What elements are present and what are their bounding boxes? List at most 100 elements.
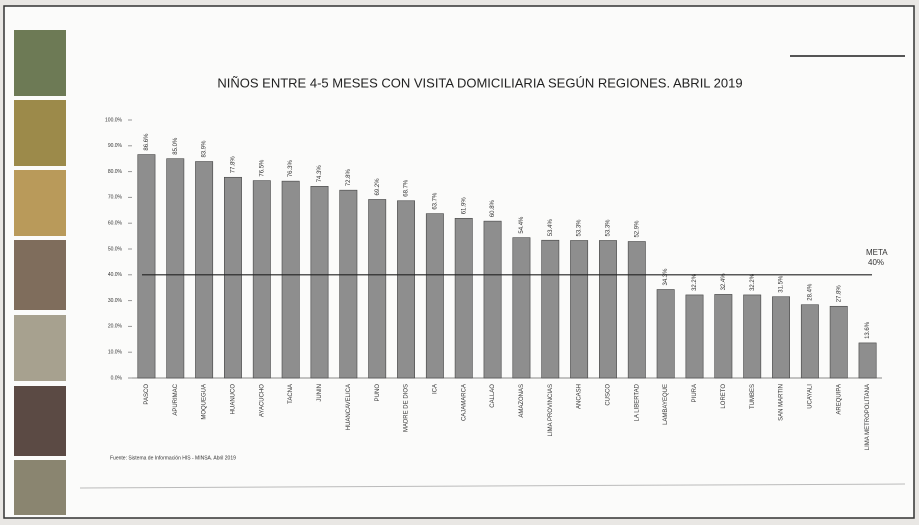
value-label: 32.2% bbox=[750, 273, 756, 291]
photo bbox=[14, 315, 66, 381]
value-label: 72.8% bbox=[346, 168, 352, 186]
x-tick-label: UCAYALI bbox=[807, 384, 813, 409]
value-label: 76.5% bbox=[259, 159, 265, 177]
value-label: 34.3% bbox=[663, 268, 669, 286]
value-label: 77.8% bbox=[231, 156, 237, 174]
x-tick-label: HUANUCO bbox=[231, 384, 237, 415]
y-tick-label: 20.0% bbox=[108, 324, 123, 330]
value-label: 28.4% bbox=[807, 283, 813, 301]
bar bbox=[829, 305, 848, 379]
bar bbox=[224, 176, 242, 379]
y-tick-label: 100.0% bbox=[105, 117, 123, 123]
x-tick-label: HUANCAVELICA bbox=[346, 384, 352, 430]
bar bbox=[368, 199, 387, 379]
y-tick-label: 40.0% bbox=[108, 272, 123, 278]
y-tick-label: 90.0% bbox=[108, 143, 123, 149]
x-tick-label: LORETO bbox=[721, 384, 727, 409]
x-tick-label: AREQUIPA bbox=[836, 384, 842, 415]
bar bbox=[685, 294, 704, 379]
value-label: 13.6% bbox=[865, 321, 871, 339]
x-tick-label: ANCASH bbox=[577, 384, 583, 409]
x-tick-label: CUSCO bbox=[606, 384, 612, 406]
y-tick-label: 70.0% bbox=[108, 195, 123, 201]
bar bbox=[541, 239, 560, 379]
x-tick-label: PIURA bbox=[692, 384, 698, 402]
bar bbox=[714, 294, 733, 379]
chart-title: NIÑOS ENTRE 4-5 MESES CON VISITA DOMICIL… bbox=[217, 75, 742, 90]
x-tick-label: APURIMAC bbox=[173, 383, 179, 415]
bar bbox=[858, 342, 877, 379]
photo bbox=[14, 170, 66, 236]
value-label: 86.6% bbox=[144, 133, 150, 151]
x-tick-label: SAN MARTIN bbox=[779, 384, 785, 421]
value-label: 76.3% bbox=[288, 159, 294, 177]
bar bbox=[137, 154, 156, 379]
x-tick-label: ICA bbox=[432, 384, 438, 394]
x-tick-label: MADRE DE DIOS bbox=[404, 384, 410, 432]
bar bbox=[281, 180, 300, 379]
bar bbox=[310, 186, 329, 379]
bar bbox=[800, 304, 819, 379]
value-label: 60.8% bbox=[490, 199, 496, 217]
value-label: 63.7% bbox=[432, 192, 438, 210]
x-tick-label: PUNO bbox=[375, 384, 381, 402]
photo-strip bbox=[14, 30, 66, 515]
value-label: 53.3% bbox=[606, 219, 612, 237]
bar bbox=[166, 158, 185, 379]
bar bbox=[512, 237, 531, 379]
value-label: 83.9% bbox=[202, 140, 208, 158]
y-tick-label: 10.0% bbox=[108, 350, 123, 356]
photo bbox=[14, 240, 66, 310]
bar bbox=[483, 220, 502, 379]
bar bbox=[570, 240, 589, 379]
bar bbox=[772, 296, 790, 379]
bar bbox=[454, 217, 473, 379]
bar bbox=[397, 200, 415, 379]
y-tick-label: 30.0% bbox=[108, 298, 123, 304]
y-tick-label: 80.0% bbox=[108, 169, 123, 175]
value-label: 69.2% bbox=[375, 178, 381, 196]
value-label: 68.7% bbox=[404, 179, 410, 197]
photo bbox=[14, 30, 66, 96]
x-tick-label: CALLAO bbox=[490, 384, 496, 408]
bar bbox=[656, 289, 675, 379]
bar bbox=[743, 294, 762, 379]
bar bbox=[339, 189, 358, 379]
y-tick-label: 0.0% bbox=[111, 375, 123, 381]
photo bbox=[14, 100, 66, 166]
meta-label: META bbox=[866, 248, 888, 257]
photo bbox=[14, 386, 66, 456]
value-label: 27.8% bbox=[836, 285, 842, 303]
x-tick-label: AYACUCHO bbox=[259, 384, 265, 417]
photo bbox=[14, 460, 66, 515]
y-tick-label: 60.0% bbox=[108, 221, 123, 227]
x-tick-label: CAJAMARCA bbox=[461, 384, 467, 421]
value-label: 53.4% bbox=[548, 219, 554, 237]
meta-value: 40% bbox=[868, 258, 884, 267]
bar bbox=[599, 240, 617, 379]
x-tick-label: MOQUEGUA bbox=[202, 384, 208, 420]
bar bbox=[627, 241, 646, 379]
value-label: 61.9% bbox=[461, 197, 467, 215]
value-label: 54.4% bbox=[519, 216, 525, 234]
value-label: 85.0% bbox=[173, 137, 179, 155]
value-label: 32.2% bbox=[692, 273, 698, 291]
source: Fuente: Sistema de Información HIS - MIN… bbox=[110, 455, 236, 461]
value-label: 52.9% bbox=[634, 220, 640, 238]
bar bbox=[195, 161, 214, 379]
value-label: 53.3% bbox=[577, 219, 583, 237]
x-tick-label: JUNIN bbox=[317, 384, 323, 402]
bar bbox=[425, 213, 444, 379]
x-tick-label: LA LIBERTAD bbox=[634, 383, 640, 421]
value-label: 74.3% bbox=[317, 165, 323, 183]
x-tick-label: TACNA bbox=[288, 384, 294, 404]
decor-line bbox=[79, 483, 906, 489]
value-label: 32.4% bbox=[721, 273, 727, 291]
value-label: 31.5% bbox=[779, 275, 785, 293]
x-tick-label: LAMBAYEQUE bbox=[663, 384, 669, 425]
x-tick-label: AMAZONAS bbox=[519, 384, 525, 418]
bar bbox=[252, 180, 271, 379]
y-tick-label: 50.0% bbox=[108, 246, 123, 252]
